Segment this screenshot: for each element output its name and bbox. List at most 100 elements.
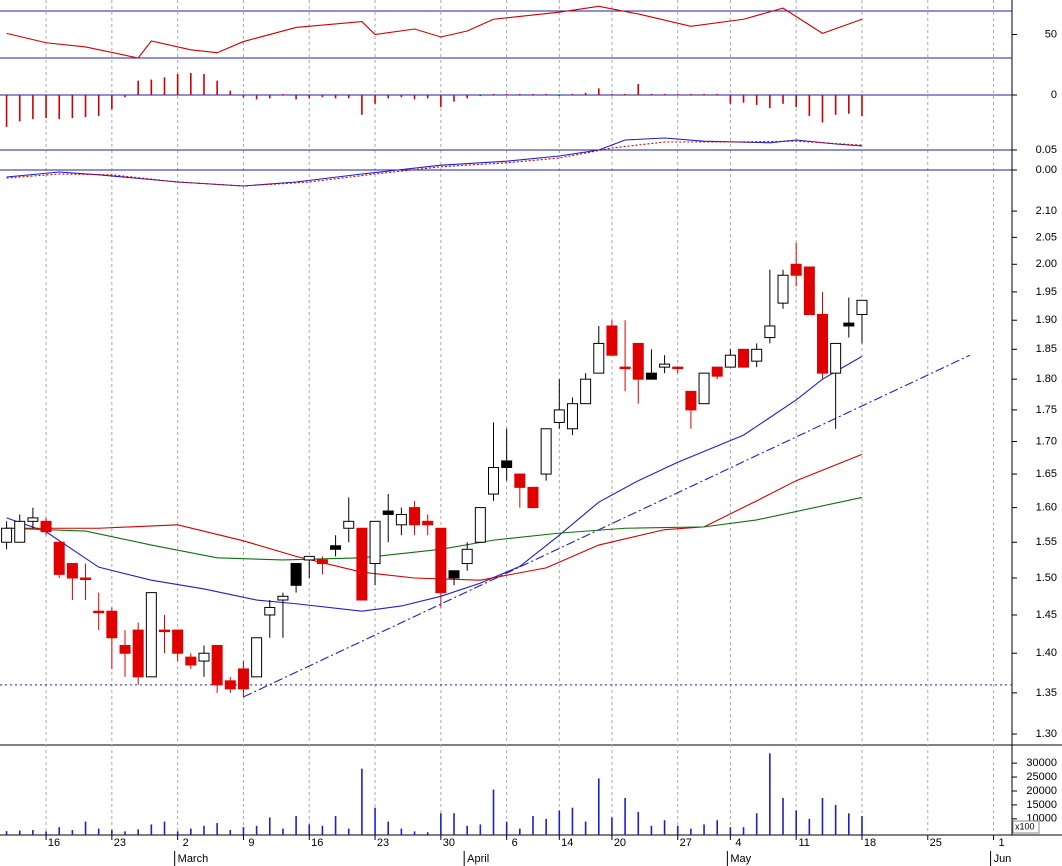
candle-body <box>343 520 355 529</box>
y-tick-label: 1.40 <box>1036 647 1057 659</box>
candle-body <box>619 366 631 370</box>
candle-body <box>843 322 855 327</box>
candle-body <box>540 428 552 475</box>
candle-body <box>672 366 684 370</box>
candle-body <box>474 507 486 543</box>
candle-body <box>514 473 526 488</box>
candle-body <box>316 559 328 565</box>
y-tick-label: 30000 <box>1026 757 1057 769</box>
month-label: May <box>730 853 751 865</box>
y-tick-label: 0.05 <box>1036 144 1057 156</box>
candle-body <box>580 378 592 405</box>
x-tick-label: 16 <box>311 837 323 849</box>
candle-body <box>738 348 750 368</box>
y-tick-label: 0 <box>1051 89 1057 101</box>
candle-body <box>645 372 657 380</box>
candle-body <box>198 652 210 662</box>
candle-body <box>53 541 65 575</box>
candle-body <box>132 629 144 678</box>
candle-body <box>369 520 381 565</box>
candle-body <box>422 520 434 526</box>
y-tick-label: 1.60 <box>1036 502 1057 514</box>
candle-body <box>856 299 868 315</box>
x-tick-label: 23 <box>114 837 126 849</box>
candle-body <box>764 325 776 339</box>
candle-body <box>659 363 671 368</box>
candle-body <box>724 354 736 368</box>
candle-body <box>527 486 539 509</box>
y-tick-label: 2.10 <box>1036 205 1057 217</box>
candle-body <box>80 577 92 580</box>
line <box>6 140 863 187</box>
line <box>6 496 863 561</box>
candle-body <box>172 629 184 654</box>
month-label: Jun <box>994 853 1012 865</box>
candle-body <box>711 366 723 377</box>
y-tick-label: 1.70 <box>1036 435 1057 447</box>
y-tick-label: 1.80 <box>1036 373 1057 385</box>
candle-body <box>66 563 78 579</box>
candle-body <box>566 403 578 430</box>
x-tick-label: 9 <box>248 837 254 849</box>
y-tick-label: 0.00 <box>1036 164 1057 176</box>
candle-body <box>395 513 407 526</box>
candle-body <box>461 548 473 565</box>
candle-body <box>448 570 460 579</box>
x-tick-label: 20 <box>614 837 626 849</box>
candle-body <box>790 263 802 276</box>
candle-body <box>777 274 789 304</box>
candle-body <box>14 520 26 543</box>
x-tick-label: 23 <box>377 837 389 849</box>
candle-body <box>145 592 157 678</box>
candle-body <box>264 606 276 616</box>
x-tick-label: 11 <box>798 837 809 849</box>
candle-body <box>751 348 763 362</box>
candle-body <box>593 342 605 374</box>
candle-body <box>698 372 710 405</box>
candle-body <box>277 595 289 601</box>
y-tick-label: 1.50 <box>1036 572 1057 584</box>
y-tick-label: 2.00 <box>1036 258 1057 270</box>
x-tick-label: 16 <box>48 837 60 849</box>
candle-body <box>501 460 513 468</box>
x-tick-label: 18 <box>864 837 876 849</box>
x-tick-label: 2 <box>183 837 189 849</box>
candle-body <box>93 610 105 614</box>
candle-body <box>487 466 499 495</box>
x-tick-label: 4 <box>735 837 741 849</box>
y-tick-label: 1.55 <box>1036 536 1057 548</box>
candle-body <box>356 527 368 601</box>
y-tick-label: 2.05 <box>1036 231 1057 243</box>
line <box>6 137 863 187</box>
candle-body <box>816 313 828 374</box>
y-tick-label: 1.75 <box>1036 404 1057 416</box>
candle-body <box>330 545 342 550</box>
month-label: March <box>178 853 209 865</box>
candle-body <box>224 680 236 690</box>
candle-body <box>1 527 13 543</box>
line <box>243 354 971 698</box>
x-tick-label: 1 <box>999 837 1005 849</box>
candle-body <box>409 507 421 526</box>
unit-label: x100 <box>1015 821 1035 831</box>
candle-body <box>158 629 170 633</box>
x-tick-label: 14 <box>561 837 573 849</box>
x-tick-label: 27 <box>680 837 692 849</box>
x-tick-label: 6 <box>512 837 518 849</box>
line <box>6 5 863 59</box>
candle-body <box>553 409 565 423</box>
x-tick-label: 30 <box>443 837 455 849</box>
candle-body <box>435 527 447 594</box>
candle-body <box>185 656 197 666</box>
candle-body <box>303 555 315 561</box>
y-tick-label: 1.90 <box>1036 314 1057 326</box>
y-tick-label: 20000 <box>1026 785 1057 797</box>
candle-body <box>606 325 618 356</box>
y-tick-label: 1.45 <box>1036 609 1057 621</box>
candle-body <box>685 390 697 411</box>
y-tick-label: 15000 <box>1026 799 1057 811</box>
candle-body <box>237 668 249 690</box>
x-tick-label: 25 <box>930 837 942 849</box>
